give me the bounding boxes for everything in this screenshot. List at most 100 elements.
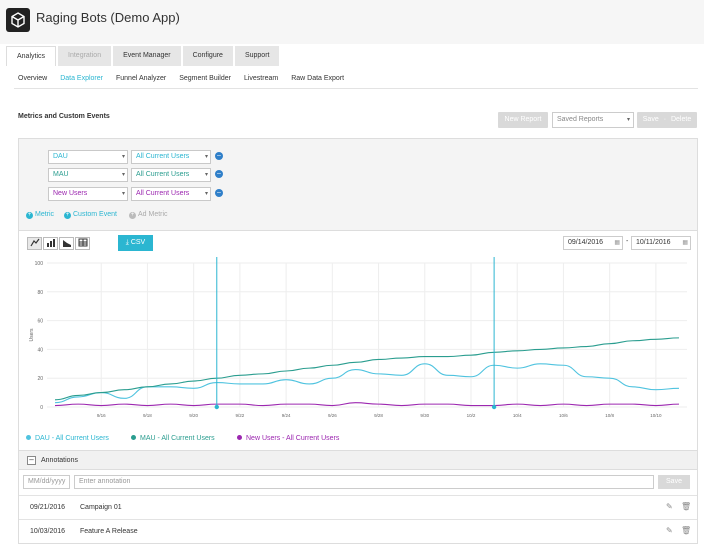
segment-select-mau[interactable]: All Current Users ▾ — [131, 168, 211, 182]
legend-label: New Users - All Current Users — [246, 435, 340, 442]
start-date-value: 09/14/2016 — [568, 239, 604, 246]
add-metric-link[interactable]: + Metric — [26, 211, 54, 219]
app-header: Raging Bots (Demo App) — [0, 0, 704, 44]
legend-dot — [237, 435, 242, 440]
metric-label: MAU — [53, 171, 69, 178]
x-tick-label: 9/24 — [282, 413, 291, 418]
calendar-icon: ▦ — [682, 240, 688, 246]
legend-dot — [131, 435, 136, 440]
tab-configure[interactable]: Configure — [182, 46, 233, 66]
app-title: Raging Bots (Demo App) — [36, 10, 180, 25]
tab-integration[interactable]: Integration — [58, 46, 112, 66]
tab-analytics[interactable]: Analytics — [6, 46, 57, 66]
subtab-funnel-analyzer[interactable]: Funnel Analyzer — [115, 75, 167, 82]
tab-support[interactable]: Support — [234, 46, 280, 66]
chart-legend: DAU - All Current Users MAU - All Curren… — [19, 435, 697, 449]
remove-metric-icon[interactable]: – — [215, 152, 223, 160]
x-tick-label: 10/4 — [513, 413, 522, 418]
remove-metric-icon[interactable]: – — [215, 170, 223, 178]
annotation-marker-dot — [214, 404, 219, 410]
annotation-text-input[interactable]: Enter annotation — [74, 475, 654, 489]
trash-icon[interactable]: 🗑 — [681, 502, 692, 511]
chart-area: 100 80 60 40 20 0 9/16 9/18 9/20 9/22 9/24 9/26 9/28… — [19, 257, 697, 433]
save-report-button[interactable]: Save — [642, 116, 659, 123]
csv-download-button[interactable]: ⤓ CSV — [118, 235, 153, 251]
main-tabs: Analytics Integration Event Manager Conf… — [6, 46, 281, 66]
end-date-value: 10/11/2016 — [636, 239, 671, 246]
end-date-input[interactable]: 10/11/2016 ▦ — [631, 236, 691, 250]
new-report-button[interactable]: New Report — [498, 112, 548, 128]
annotation-text: Feature A Release — [80, 528, 138, 535]
unity-logo-icon — [6, 8, 30, 32]
remove-metric-icon[interactable]: – — [215, 189, 223, 197]
save-delete-group: Save · Delete — [637, 112, 697, 128]
x-tick-label: 9/20 — [189, 413, 198, 418]
y-tick-label: 0 — [40, 405, 43, 411]
download-icon: ⤓ — [125, 239, 129, 246]
saved-reports-select[interactable]: Saved Reports ▾ — [552, 112, 634, 128]
annotations-bar: – Annotations — [19, 450, 697, 470]
subtab-raw-data-export[interactable]: Raw Data Export — [291, 75, 345, 82]
series-line-1 — [54, 337, 680, 401]
line-chart-icon[interactable] — [27, 237, 42, 250]
table-view-icon[interactable] — [75, 237, 90, 250]
y-tick-label: 100 — [35, 261, 44, 267]
legend-item-dau[interactable]: DAU - All Current Users — [26, 435, 109, 442]
legend-label: DAU - All Current Users — [35, 435, 109, 442]
calendar-icon: ▦ — [614, 240, 620, 246]
metric-label: DAU — [53, 153, 68, 160]
x-tick-label: 9/18 — [143, 413, 152, 418]
segment-select-dau[interactable]: All Current Users ▾ — [131, 150, 211, 164]
x-tick-label: 10/8 — [605, 413, 614, 418]
x-tick-label: 9/28 — [374, 413, 383, 418]
metric-select-new-users[interactable]: New Users ▾ — [48, 187, 128, 201]
chevron-down-icon: ▾ — [204, 172, 208, 178]
line-chart: 100 80 60 40 20 0 9/16 9/18 9/20 9/22 9/24 9/26 9/28… — [29, 257, 687, 418]
legend-item-new-users[interactable]: New Users - All Current Users — [237, 435, 339, 442]
subtab-data-explorer[interactable]: Data Explorer — [60, 75, 103, 82]
add-metric-label: Metric — [35, 211, 55, 218]
annotation-date-input[interactable]: MM/dd/yyyy — [23, 475, 70, 489]
add-ad-metric-label: Ad Metric — [138, 211, 168, 218]
area-chart-icon[interactable] — [59, 237, 74, 250]
metric-select-dau[interactable]: DAU ▾ — [48, 150, 128, 164]
add-ad-metric-link[interactable]: + Ad Metric — [129, 211, 168, 219]
edit-icon[interactable]: ✎ — [666, 526, 673, 535]
start-date-input[interactable]: 09/14/2016 ▦ — [563, 236, 623, 250]
x-tick-label: 9/26 — [328, 413, 337, 418]
y-tick-label: 40 — [37, 347, 43, 353]
segment-select-new-users[interactable]: All Current Users ▾ — [131, 187, 211, 201]
delete-report-button[interactable]: Delete — [670, 116, 692, 123]
sub-tabs: Overview Data Explorer Funnel Analyzer S… — [18, 75, 357, 82]
section-title: Metrics and Custom Events — [18, 113, 110, 120]
tab-event-manager[interactable]: Event Manager — [113, 46, 181, 66]
segment-label: All Current Users — [136, 190, 190, 197]
collapse-icon[interactable]: – — [27, 456, 36, 465]
annotations-title: Annotations — [41, 457, 78, 464]
y-axis-label: Users — [29, 328, 35, 342]
metric-label: New Users — [53, 190, 88, 197]
edit-icon[interactable]: ✎ — [666, 502, 673, 511]
annotation-date: 10/03/2016 — [30, 528, 66, 535]
annotation-save-button[interactable]: Save — [658, 475, 690, 489]
annotation-text: Campaign 01 — [80, 504, 122, 511]
subtab-livestream[interactable]: Livestream — [243, 75, 279, 82]
trash-icon[interactable]: 🗑 — [681, 526, 692, 535]
y-tick-label: 20 — [37, 376, 43, 382]
metric-select-mau[interactable]: MAU ▾ — [48, 168, 128, 182]
date-separator: - — [626, 238, 629, 245]
y-tick-label: 80 — [37, 290, 43, 296]
legend-item-mau[interactable]: MAU - All Current Users — [131, 435, 215, 442]
chevron-down-icon: ▾ — [121, 191, 125, 197]
subtab-overview[interactable]: Overview — [18, 75, 48, 82]
chart-toolbar: ⤓ CSV 09/14/2016 ▦ - 10/11/2016 ▦ — [19, 231, 697, 257]
chevron-down-icon: ▾ — [121, 154, 125, 160]
subtab-segment-builder[interactable]: Segment Builder — [179, 75, 231, 82]
x-tick-label: 10/2 — [467, 413, 476, 418]
add-custom-event-link[interactable]: + Custom Event — [64, 211, 117, 219]
annotation-date: 09/21/2016 — [30, 504, 66, 511]
bar-chart-icon[interactable] — [43, 237, 58, 250]
x-tick-label: 9/22 — [236, 413, 245, 418]
series-line-2 — [54, 402, 680, 407]
legend-dot — [26, 435, 31, 440]
